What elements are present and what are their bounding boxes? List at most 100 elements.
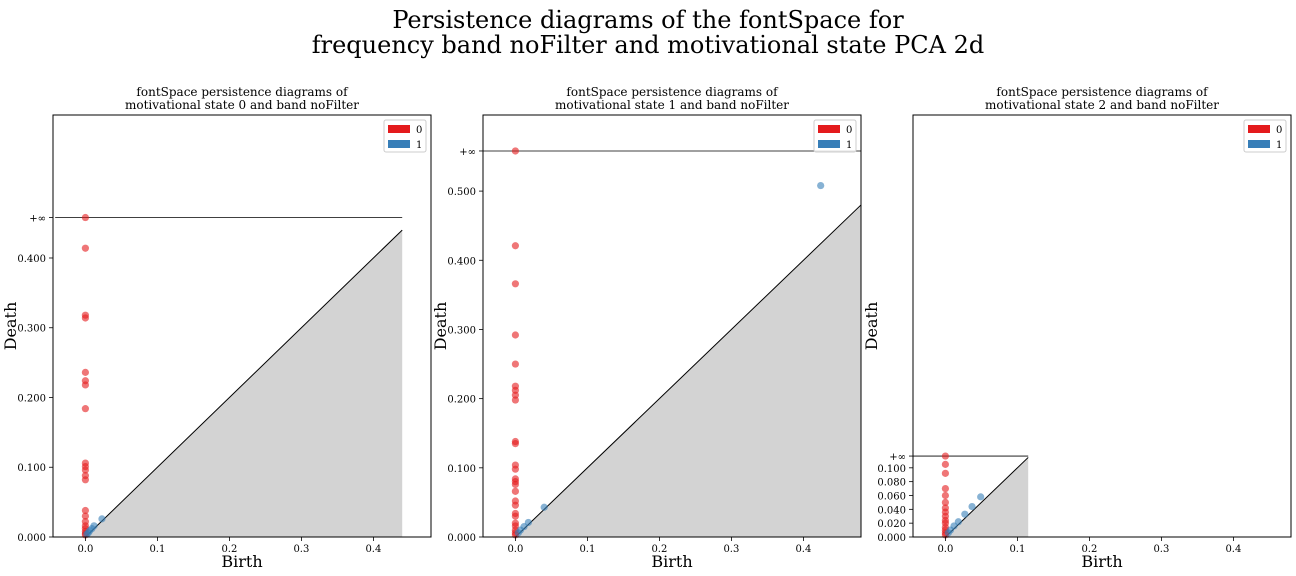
suptitle-line-2: frequency band noFilter and motivational… [312, 31, 985, 59]
x-tick-label: 0.0 [507, 544, 523, 555]
point-dim-0 [81, 381, 89, 389]
x-tick-label: 0.2 [221, 544, 237, 555]
persistence-diagram-panel-1: fontSpace persistence diagrams of motiva… [431, 85, 862, 571]
point-dim-1 [98, 515, 106, 523]
point-dim-0 [511, 501, 519, 509]
point-dim-0 [81, 213, 89, 222]
y-tick-label: 0.500 [447, 187, 476, 198]
point-dim-0 [81, 368, 89, 376]
x-axis-label: Birth [1081, 552, 1122, 571]
y-axis-label: Death [1, 302, 20, 351]
x-tick-label: 0.2 [1081, 544, 1097, 555]
legend-label-1: 1 [846, 140, 852, 151]
x-tick-label: 0.3 [723, 544, 739, 555]
legend-swatch-0 [388, 125, 410, 133]
y-axis-label: Death [431, 302, 450, 351]
y-tick-label: 0.400 [17, 254, 46, 265]
point-dim-0 [81, 506, 89, 515]
y-tick-label: 0.000 [17, 533, 46, 544]
plot-frame [912, 114, 1292, 538]
y-tick-label: 0.000 [877, 533, 906, 544]
point-dim-0 [941, 452, 950, 460]
point-dim-0 [511, 331, 519, 339]
x-tick-label: 0.4 [1225, 544, 1241, 555]
legend-swatch-1 [388, 140, 410, 148]
point-dim-0 [511, 280, 519, 288]
diagonal-line [515, 204, 862, 538]
x-tick-label: 0.0 [937, 544, 953, 555]
infinity-tick-label: +∞ [29, 214, 46, 225]
panel-title-line-1: fontSpace persistence diagrams of [136, 85, 349, 99]
legend-label-0: 0 [416, 125, 422, 136]
panel-title-line-1: fontSpace persistence diagrams of [566, 85, 779, 99]
y-tick-label: 0.200 [447, 395, 476, 406]
legend-swatch-0 [1248, 125, 1270, 133]
point-dim-0 [941, 498, 950, 507]
y-tick-label: 0.300 [447, 325, 476, 336]
infinity-tick-label: +∞ [459, 147, 476, 158]
point-dim-0 [81, 244, 89, 252]
point-dim-1 [961, 510, 969, 518]
x-axis-label: Birth [651, 552, 692, 571]
y-tick-label: 0.300 [17, 324, 46, 335]
point-dim-0 [511, 440, 519, 448]
x-tick-label: 0.1 [1009, 544, 1025, 555]
point-dim-0 [511, 147, 519, 155]
point-dim-0 [511, 465, 519, 473]
point-dim-0 [511, 512, 519, 520]
y-axis-label: Death [862, 302, 881, 351]
y-tick-label: 0.100 [17, 463, 46, 474]
point-dim-0 [81, 314, 89, 322]
y-tick-label: 0.100 [877, 464, 906, 475]
y-tick-label: 0.080 [877, 478, 906, 489]
legend-label-0: 0 [846, 125, 852, 136]
y-tick-label: 0.020 [877, 519, 906, 530]
y-tick-label: 0.060 [877, 491, 906, 502]
point-dim-0 [941, 460, 950, 468]
infinity-tick-label: +∞ [889, 452, 906, 463]
panel-title-line-2: motivational state 2 and band noFilter [985, 98, 1219, 112]
point-dim-0 [81, 512, 89, 520]
x-tick-label: 0.3 [293, 544, 309, 555]
point-dim-0 [941, 491, 950, 500]
legend-swatch-1 [1248, 140, 1270, 148]
y-tick-label: 0.040 [877, 505, 906, 516]
x-tick-label: 0.0 [77, 544, 93, 555]
point-dim-1 [968, 502, 976, 511]
point-dim-0 [941, 469, 950, 477]
y-tick-label: 0.400 [447, 256, 476, 267]
point-dim-0 [81, 466, 89, 474]
persistence-diagram-panel-2: fontSpace persistence diagrams of motiva… [862, 85, 1292, 571]
point-dim-1 [90, 522, 98, 530]
point-dim-0 [511, 396, 519, 404]
plot-frame [52, 114, 432, 538]
legend-label-1: 1 [416, 140, 422, 151]
x-tick-label: 0.1 [149, 544, 165, 555]
legend-label-1: 1 [1276, 140, 1282, 151]
point-dim-1 [977, 493, 985, 501]
point-dim-0 [511, 480, 519, 489]
x-tick-label: 0.1 [579, 544, 595, 555]
x-tick-label: 0.2 [651, 544, 667, 555]
legend-label-0: 0 [1276, 125, 1282, 136]
diagonal-line [85, 229, 403, 538]
panel-title-line-2: motivational state 0 and band noFilter [125, 98, 359, 112]
y-tick-label: 0.000 [447, 533, 476, 544]
y-tick-label: 0.100 [447, 464, 476, 475]
point-dim-0 [81, 405, 89, 413]
point-dim-1 [524, 518, 532, 527]
point-dim-0 [511, 487, 519, 495]
suptitle-line-1: Persistence diagrams of the fontSpace fo… [392, 6, 904, 34]
plot-frame [482, 114, 862, 538]
x-tick-label: 0.3 [1153, 544, 1169, 555]
point-dim-1 [817, 181, 825, 190]
point-dim-1 [944, 529, 952, 537]
point-dim-0 [941, 484, 950, 493]
persistence-diagram-panel-0: fontSpace persistence diagrams of motiva… [1, 85, 432, 571]
y-tick-label: 0.200 [17, 393, 46, 404]
x-tick-label: 0.4 [795, 544, 811, 555]
panel-title-line-1: fontSpace persistence diagrams of [996, 85, 1209, 99]
point-dim-0 [511, 360, 519, 368]
legend-swatch-0 [818, 125, 840, 133]
